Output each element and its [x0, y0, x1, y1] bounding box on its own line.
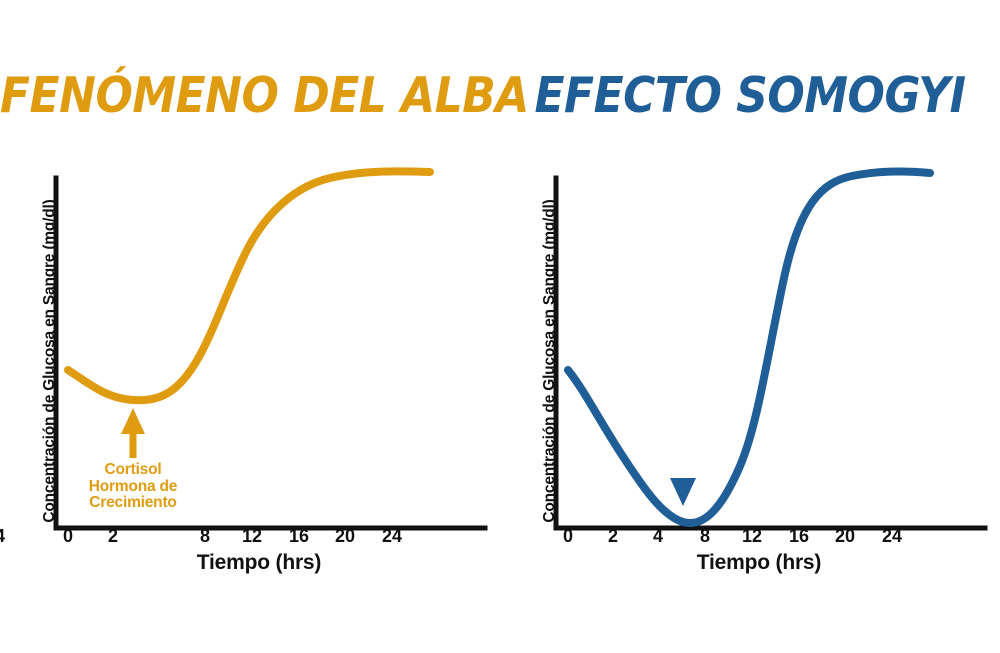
- y-axis-label-left: Concentración de Glucosa en Sangre (mg/d…: [41, 199, 58, 523]
- x-tick-20: 20: [334, 526, 356, 546]
- x-tick-r-0: 0: [562, 526, 574, 546]
- x-tick-0: 0: [62, 526, 74, 546]
- y-axis-label-right: Concentración de Glucosa en Sangre (mg/d…: [541, 199, 558, 523]
- x-axis-label-left: Tiempo (hrs): [0, 551, 500, 575]
- x-tick-12: 12: [241, 526, 263, 546]
- arrow-up-icon: [121, 408, 145, 458]
- axis-lines-right: [553, 175, 988, 531]
- x-tick-24: 24: [381, 526, 403, 546]
- x-tick-r-2: 2: [607, 526, 619, 546]
- arrow-down-icon: [670, 444, 696, 506]
- x-axis-label-right: Tiempo (hrs): [500, 551, 1000, 575]
- x-tick-r-12: 12: [741, 526, 763, 546]
- x-tick-8: 8: [199, 526, 211, 546]
- annotation-cortisol: Cortisol Hormona de Crecimiento: [88, 461, 178, 512]
- page-title-right: EFECTO SOMOGYI: [534, 67, 966, 125]
- x-tick-r-4: 4: [652, 526, 664, 546]
- x-tick-r-24: 24: [881, 526, 903, 546]
- x-axis-label-right-text: Tiempo (hrs): [696, 551, 822, 574]
- x-tick-4: 4: [0, 526, 5, 547]
- panel-efecto-somogyi: EFECTO SOMOGYI Concentración de Glucosa …: [500, 0, 1000, 653]
- glucose-curve-right: [564, 167, 934, 528]
- glucose-curve-left: [64, 167, 434, 405]
- chart-right: [553, 167, 988, 531]
- x-tick-r-20: 20: [834, 526, 856, 546]
- chart-left: [53, 167, 488, 531]
- x-tick-2: 2: [107, 526, 119, 546]
- x-tick-16: 16: [288, 526, 310, 546]
- x-tick-r-16: 16: [788, 526, 810, 546]
- page-title-left: FENÓMENO DEL ALBA: [0, 67, 529, 125]
- x-tick-r-8: 8: [699, 526, 711, 546]
- axis-lines-left: [53, 175, 488, 531]
- x-axis-label-left-text: Tiempo (hrs): [196, 551, 322, 574]
- panel-fenomeno-del-alba: FENÓMENO DEL ALBA Concentración de Gluco…: [0, 67, 529, 575]
